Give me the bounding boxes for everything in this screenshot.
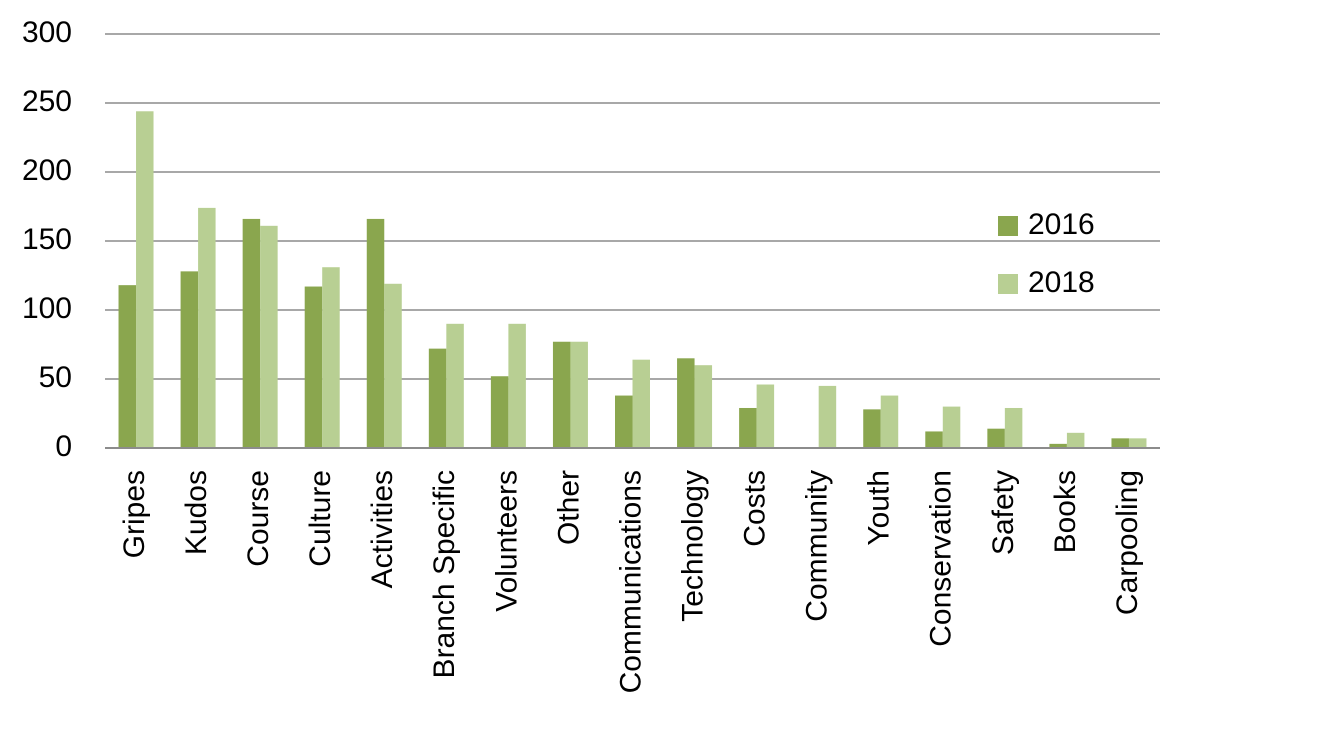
y-tick-label: 300 bbox=[22, 16, 72, 49]
x-tick-label: Costs bbox=[739, 470, 772, 547]
x-tick-label: Kudos bbox=[180, 470, 213, 555]
x-tick-label: Gripes bbox=[118, 470, 151, 558]
bar bbox=[942, 406, 961, 448]
bar bbox=[322, 267, 340, 448]
bar bbox=[508, 323, 526, 448]
y-tick-label: 200 bbox=[22, 154, 72, 187]
bar bbox=[136, 111, 154, 448]
legend-swatch bbox=[998, 216, 1018, 236]
x-tick-label: Branch Specific bbox=[428, 470, 461, 678]
bar bbox=[384, 283, 402, 448]
bar bbox=[1128, 438, 1147, 448]
bar bbox=[198, 207, 216, 448]
bar bbox=[756, 384, 775, 448]
bar bbox=[818, 385, 837, 448]
bar bbox=[242, 218, 261, 448]
x-tick-label: Youth bbox=[863, 470, 896, 546]
x-tick-label: Course bbox=[242, 470, 275, 567]
x-tick-label: Safety bbox=[987, 470, 1020, 555]
y-tick-label: 100 bbox=[22, 292, 72, 325]
legend-label: 2016 bbox=[1028, 208, 1095, 241]
y-tick-label: 150 bbox=[22, 223, 72, 256]
bar bbox=[490, 376, 509, 448]
x-tick-label: Culture bbox=[304, 470, 337, 567]
bar bbox=[552, 341, 571, 448]
x-tick-label: Communications bbox=[614, 470, 647, 693]
y-tick-label: 0 bbox=[55, 430, 72, 463]
bar bbox=[1004, 407, 1023, 448]
y-tick-label: 50 bbox=[39, 361, 72, 394]
bar bbox=[446, 323, 464, 448]
x-tick-label: Other bbox=[552, 470, 585, 545]
legend-swatch bbox=[998, 274, 1018, 294]
bar bbox=[880, 395, 899, 448]
bar bbox=[570, 341, 588, 448]
x-tick-label: Technology bbox=[676, 470, 709, 622]
x-tick-label: Community bbox=[801, 470, 834, 622]
bar bbox=[304, 286, 323, 448]
x-tick-label: Carpooling bbox=[1111, 470, 1144, 615]
bar bbox=[987, 428, 1005, 448]
x-tick-label: Books bbox=[1049, 470, 1082, 553]
bar bbox=[739, 407, 757, 448]
bar bbox=[615, 395, 633, 448]
x-tick-label: Volunteers bbox=[490, 470, 523, 612]
bar bbox=[366, 218, 385, 448]
bar bbox=[1049, 443, 1067, 448]
bar bbox=[260, 225, 278, 448]
bar bbox=[863, 409, 881, 448]
bar bbox=[632, 359, 650, 448]
legend-label: 2018 bbox=[1028, 266, 1095, 299]
bar bbox=[694, 365, 713, 448]
bar bbox=[925, 431, 943, 448]
bar bbox=[428, 348, 447, 448]
bar bbox=[677, 358, 695, 448]
y-tick-label: 250 bbox=[22, 85, 72, 118]
bar bbox=[1066, 432, 1085, 448]
bar bbox=[118, 285, 137, 448]
x-tick-label: Activities bbox=[366, 470, 399, 588]
bar bbox=[1111, 438, 1129, 448]
bar bbox=[180, 271, 199, 448]
x-tick-label: Conservation bbox=[925, 470, 958, 647]
